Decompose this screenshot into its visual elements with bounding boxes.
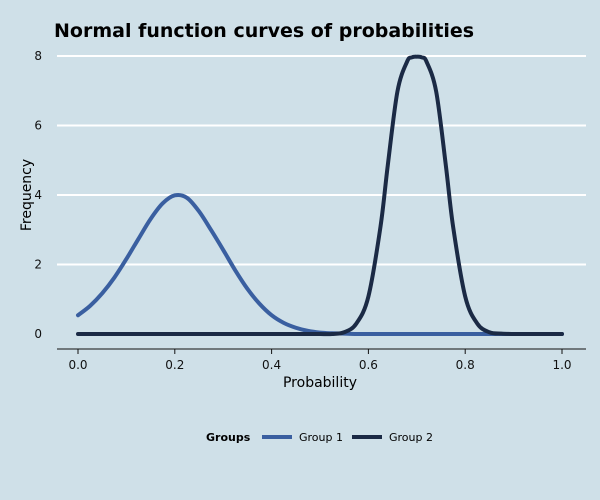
x-tick-label: 0.6 [359,358,378,372]
legend: Groups Group 1 Group 2 [206,431,433,444]
series-line-group-2 [76,54,564,337]
y-tick-label: 4 [34,188,42,202]
y-tick-label: 8 [34,49,42,63]
x-axis-ticks: 0.0 0.2 0.4 0.6 0.8 1.0 [68,349,572,372]
x-tick-label: 0.8 [456,358,475,372]
x-tick-label: 1.0 [552,358,571,372]
x-tick-label: 0.0 [68,358,87,372]
legend-title: Groups [206,431,251,444]
x-axis-label: Probability [283,375,357,391]
x-tick-label: 0.4 [262,358,281,372]
series-lines [76,54,564,337]
legend-label-group-1: Group 1 [299,431,343,444]
y-tick-label: 0 [34,327,42,341]
y-axis-label: Frequency [19,159,35,231]
y-axis-ticks: 0 2 4 6 8 [34,49,42,341]
x-tick-label: 0.2 [165,358,184,372]
gridlines [57,55,586,266]
legend-label-group-2: Group 2 [389,431,433,444]
chart-title: Normal function curves of probabilities [54,20,474,42]
y-tick-label: 2 [34,258,42,272]
y-tick-label: 6 [34,119,42,133]
